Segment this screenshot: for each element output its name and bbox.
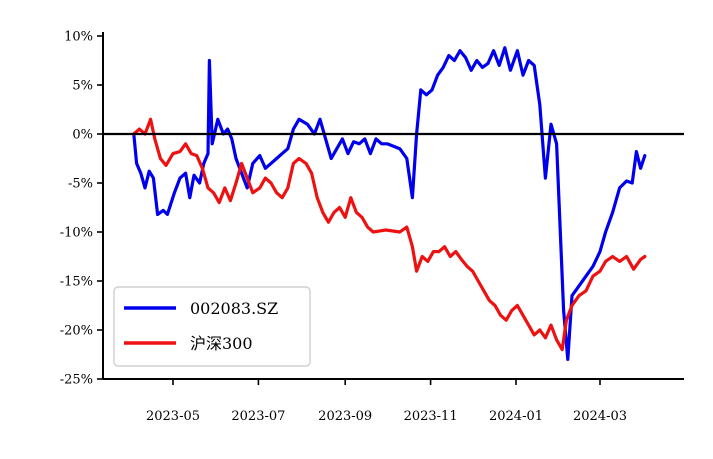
y-tick-label: -15% [60, 275, 93, 290]
y-tick-label: 5% [72, 79, 93, 94]
legend-label: 沪深300 [190, 334, 253, 353]
x-axis-ticks: 2023-05 2023-07 2023-09 2023-11 2024-01 2024-… [146, 379, 627, 424]
y-axis-ticks: 10% 5% 0% -5% -10% -15% -20% -25% [60, 30, 103, 388]
y-tick-label: 0% [72, 128, 93, 143]
x-tick-label: 2023-09 [318, 409, 372, 424]
y-tick-label: -5% [68, 177, 93, 192]
x-tick-label: 2023-05 [146, 409, 200, 424]
y-tick-label: -20% [60, 324, 93, 339]
y-tick-label: 10% [64, 30, 93, 45]
x-tick-label: 2024-01 [489, 409, 543, 424]
x-tick-label: 2023-11 [404, 409, 458, 424]
y-tick-label: -25% [60, 373, 93, 388]
legend-label: 002083.SZ [190, 299, 278, 318]
x-tick-label: 2023-07 [231, 409, 285, 424]
series-line-2 [132, 117, 647, 352]
legend: 002083.SZ 沪深300 [113, 286, 311, 367]
x-tick-label: 2024-03 [573, 409, 627, 424]
y-tick-label: -10% [60, 226, 93, 241]
